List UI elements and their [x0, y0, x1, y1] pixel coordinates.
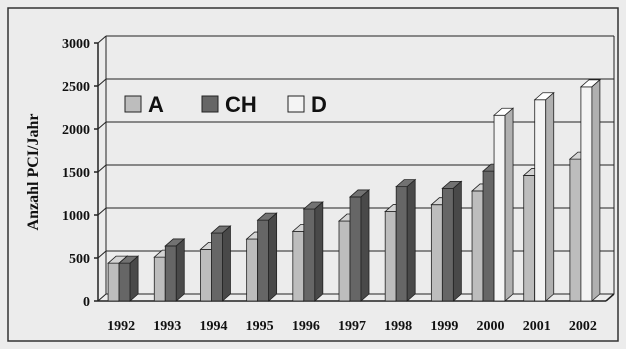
grid-diag-3000: [97, 35, 107, 44]
grid-diag-2000: [97, 121, 107, 130]
bar-CH-1996: [302, 201, 324, 302]
bar-CH-1999: [441, 180, 463, 302]
x-tick-label-1999: 1999: [430, 319, 458, 334]
x-tick-label-1992: 1992: [107, 319, 135, 334]
grid-diag-500: [97, 250, 107, 259]
legend-label-D: D: [311, 92, 327, 117]
y-tick-label-2500: 2500: [62, 80, 90, 95]
bar-CH-1993: [164, 238, 186, 302]
x-tick-labels: 1992 1993 1994 1995 1996 1997 1998 1999 2000 2001…: [107, 319, 597, 334]
y-tick-label-0: 0: [83, 295, 90, 310]
x-axis-floor-edge: [605, 293, 615, 302]
grid-diag-0: [97, 293, 107, 302]
y-tick-label-500: 500: [69, 252, 90, 267]
bar-D-2000: [492, 107, 515, 302]
legend-swatch-A: [124, 95, 142, 113]
bar-CH-1998: [395, 178, 417, 302]
x-tick-label-2002: 2002: [569, 319, 597, 334]
legend-swatch-CH: [201, 95, 219, 113]
grid-diag-2500: [97, 78, 107, 87]
bar-D-2002: [579, 78, 601, 302]
bar-CH-1995: [256, 212, 278, 302]
y-tick-label-2000: 2000: [62, 123, 90, 138]
x-tick-label-1998: 1998: [384, 319, 412, 334]
legend-item-CH: CH: [201, 92, 257, 117]
x-tick-label-1997: 1997: [338, 319, 366, 334]
bar-CH-1992: [118, 255, 140, 302]
y-tick-label-1000: 1000: [62, 209, 90, 224]
bar-CH-1994: [210, 225, 232, 302]
x-tick-label-1994: 1994: [199, 319, 227, 334]
legend: A CH D: [124, 92, 327, 117]
y-tick-label-3000: 3000: [62, 37, 90, 52]
y-tick-label-1500: 1500: [62, 166, 90, 181]
legend-label-CH: CH: [225, 92, 257, 117]
bars: [107, 78, 601, 302]
grid-diag-1000: [97, 207, 107, 216]
legend-item-D: D: [287, 92, 327, 117]
x-tick-label-2000: 2000: [477, 319, 505, 334]
legend-swatch-D: [287, 95, 305, 113]
legend-item-A: A: [124, 92, 164, 117]
x-tick-label-1996: 1996: [292, 319, 320, 334]
x-tick-label-1993: 1993: [153, 319, 181, 334]
x-tick-label-2001: 2001: [523, 319, 551, 334]
chart-border: [7, 7, 619, 342]
legend-label-A: A: [148, 92, 164, 117]
y-tick-labels: 0 500 1000 1500 2000 2500 3000: [62, 37, 90, 310]
bar-CH-1997: [348, 189, 371, 302]
bar-D-2001: [533, 91, 555, 302]
y-axis-title: Anzahl PCI/Jahr: [25, 114, 42, 231]
x-tick-label-1995: 1995: [246, 319, 274, 334]
grid-diag-1500: [97, 164, 107, 173]
